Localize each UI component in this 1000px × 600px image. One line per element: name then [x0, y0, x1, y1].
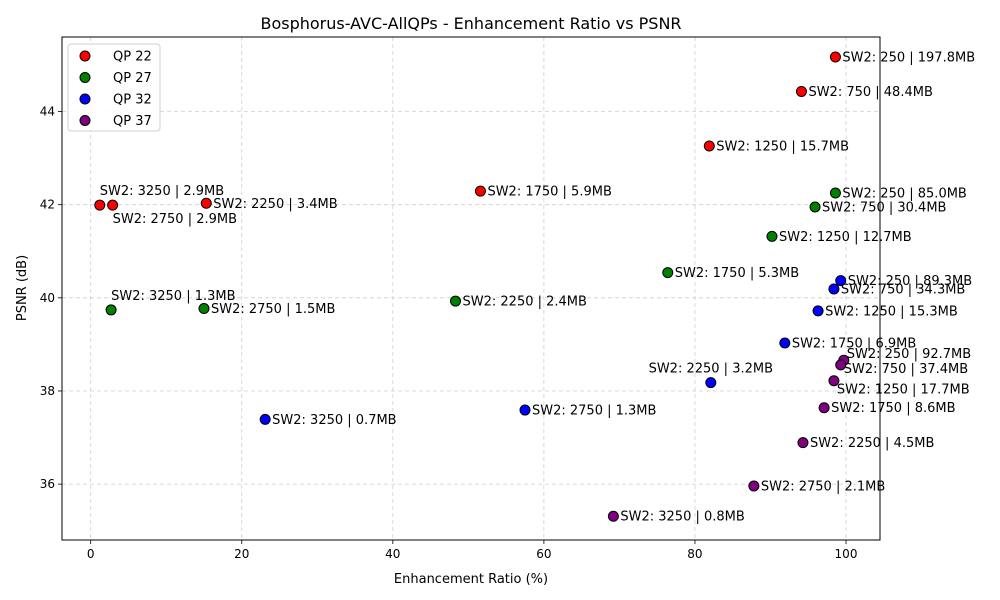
- point-label: SW2: 3250 | 1.3MB: [111, 289, 235, 304]
- legend: QP 22 QP 27 QP 32 QP 37: [67, 43, 161, 132]
- data-point: [779, 337, 791, 349]
- plot-frame: [61, 36, 881, 541]
- data-point: [809, 201, 821, 213]
- point-label: SW2: 2750 | 2.1MB: [761, 479, 885, 494]
- point-label: SW2: 3250 | 2.9MB: [100, 184, 224, 199]
- data-point: [828, 375, 840, 387]
- data-point: [450, 295, 462, 307]
- y-tick-label: 44: [40, 105, 55, 119]
- data-point: [748, 480, 760, 492]
- data-point: [797, 437, 809, 449]
- point-label: SW2: 2250 | 3.2MB: [649, 362, 773, 377]
- data-point: [835, 359, 847, 371]
- x-tick-label: 60: [536, 547, 551, 561]
- point-label: SW2: 1250 | 17.7MB: [837, 383, 970, 398]
- data-point: [198, 303, 210, 315]
- point-label: SW2: 250 | 89.3MB: [848, 274, 972, 289]
- x-axis-label: Enhancement Ratio (%): [394, 572, 548, 587]
- x-tick-label: 40: [385, 547, 400, 561]
- data-point: [766, 230, 778, 242]
- axis-ticks: 0 20 40 60 80 100 36 38 40 42 44: [40, 105, 858, 561]
- legend-marker: [79, 93, 91, 105]
- x-tick-label: 0: [87, 547, 95, 561]
- data-point: [829, 51, 841, 63]
- y-tick-label: 40: [40, 291, 55, 305]
- x-tick-label: 20: [234, 547, 249, 561]
- legend-entry: QP 37: [113, 114, 152, 129]
- data-points: [94, 51, 850, 522]
- data-point: [795, 85, 807, 97]
- point-label: SW2: 1250 | 15.3MB: [825, 304, 958, 319]
- point-label: SW2: 2750 | 1.3MB: [532, 404, 656, 419]
- point-label: SW2: 1250 | 15.7MB: [716, 139, 849, 154]
- data-point: [94, 199, 106, 211]
- point-label: SW2: 1750 | 5.3MB: [675, 266, 799, 281]
- y-tick-label: 42: [40, 198, 55, 212]
- grid: [62, 37, 880, 540]
- data-point: [200, 197, 212, 209]
- point-label: SW2: 2250 | 2.4MB: [463, 295, 587, 310]
- legend-marker: [79, 50, 91, 62]
- y-tick-label: 36: [40, 477, 55, 491]
- chart-title: Bosphorus-AVC-AllQPs - Enhancement Ratio…: [260, 14, 681, 33]
- point-label: SW2: 2750 | 1.5MB: [211, 302, 335, 317]
- point-label: SW2: 1750 | 6.9MB: [792, 336, 916, 351]
- point-labels: SW2: 250 | 197.8MB SW2: 750 | 48.4MB SW2: …: [100, 51, 975, 525]
- data-point: [607, 510, 619, 522]
- point-label: SW2: 1250 | 12.7MB: [779, 230, 912, 245]
- data-point: [259, 413, 271, 425]
- point-label: SW2: 750 | 37.4MB: [844, 362, 968, 377]
- data-point: [105, 304, 117, 316]
- x-tick-label: 80: [687, 547, 702, 561]
- point-label: SW2: 250 | 197.8MB: [842, 51, 975, 66]
- legend-entry: QP 32: [113, 93, 152, 108]
- y-tick-label: 38: [40, 384, 55, 398]
- data-point: [812, 305, 824, 317]
- data-point: [662, 267, 674, 279]
- data-point: [519, 404, 531, 416]
- x-tick-label: 100: [835, 547, 858, 561]
- point-label: SW2: 750 | 34.3MB: [841, 282, 965, 297]
- legend-entry: QP 22: [113, 50, 152, 65]
- point-label: SW2: 750 | 30.4MB: [822, 200, 946, 215]
- legend-entry: QP 27: [113, 71, 152, 86]
- point-label: SW2: 750 | 48.4MB: [808, 85, 932, 100]
- point-label: SW2: 250 | 92.7MB: [847, 347, 971, 362]
- data-point: [828, 283, 840, 295]
- point-label: SW2: 2250 | 4.5MB: [810, 436, 934, 451]
- legend-marker: [79, 115, 91, 126]
- point-label: SW2: 2750 | 2.9MB: [113, 212, 237, 227]
- point-label: SW2: 3250 | 0.8MB: [620, 510, 744, 525]
- data-point: [818, 402, 830, 414]
- point-label: SW2: 1750 | 8.6MB: [831, 401, 955, 416]
- data-point: [835, 275, 847, 287]
- data-point: [474, 185, 486, 197]
- point-label: SW2: 3250 | 0.7MB: [272, 413, 396, 428]
- y-axis-label: PSNR (dB): [15, 255, 30, 321]
- point-label: SW2: 250 | 85.0MB: [842, 187, 966, 202]
- point-label: SW2: 2250 | 3.4MB: [213, 197, 337, 212]
- legend-marker: [79, 72, 91, 83]
- data-point: [705, 377, 717, 389]
- legend-box: [67, 43, 161, 132]
- data-point: [107, 199, 119, 211]
- data-point: [703, 140, 715, 152]
- point-label: SW2: 1750 | 5.9MB: [487, 185, 611, 200]
- data-point: [829, 187, 841, 199]
